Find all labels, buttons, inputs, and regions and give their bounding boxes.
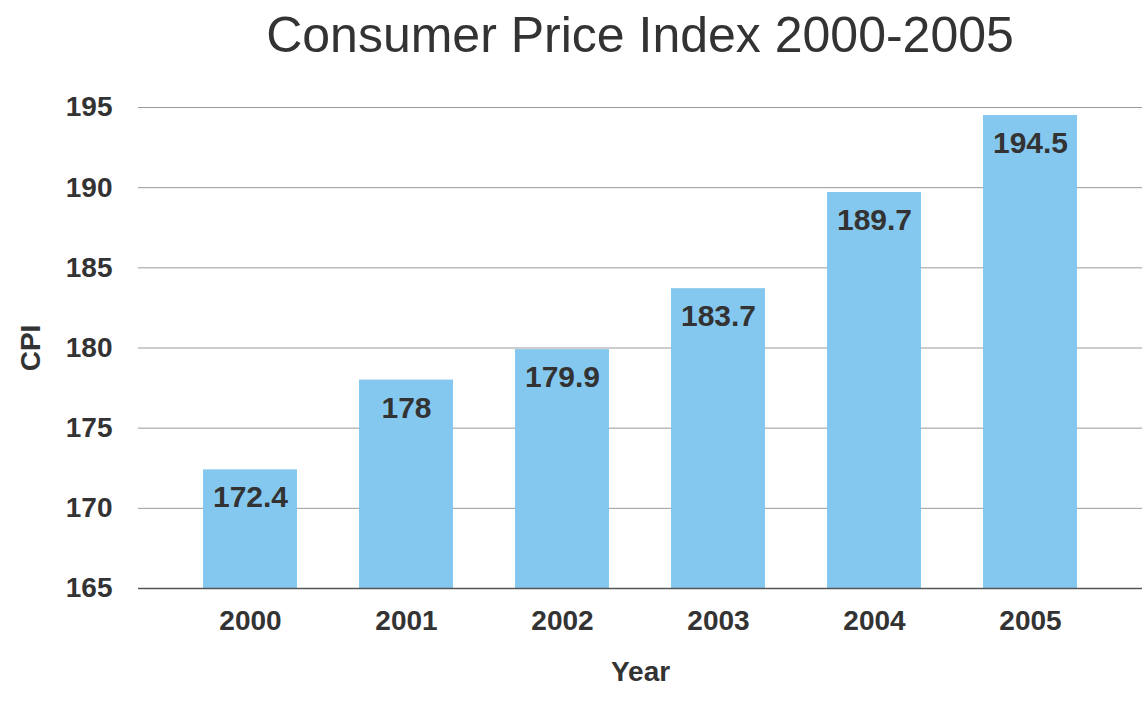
svg-text:2005: 2005 — [999, 605, 1061, 636]
svg-text:172.4: 172.4 — [213, 480, 288, 513]
svg-text:178: 178 — [381, 391, 431, 424]
svg-text:194.5: 194.5 — [993, 126, 1068, 159]
svg-text:185: 185 — [66, 252, 113, 283]
svg-text:195: 195 — [66, 91, 113, 122]
svg-text:2002: 2002 — [531, 605, 593, 636]
svg-text:190: 190 — [66, 172, 113, 203]
svg-text:189.7: 189.7 — [837, 203, 912, 236]
svg-text:180: 180 — [66, 332, 113, 363]
svg-text:170: 170 — [66, 492, 113, 523]
svg-text:165: 165 — [66, 572, 113, 603]
html-text:Consumer Price Index 2000-2005: Consumer Price Index 2000-2005 — [266, 7, 1014, 63]
svg-text:175: 175 — [66, 412, 113, 443]
svg-text:Year: Year — [611, 656, 670, 687]
svg-text:2004: 2004 — [843, 605, 906, 636]
svg-text:2001: 2001 — [375, 605, 437, 636]
svg-text:2000: 2000 — [219, 605, 281, 636]
svg-text:183.7: 183.7 — [681, 299, 756, 332]
svg-text:179.9: 179.9 — [525, 360, 600, 393]
svg-text:2003: 2003 — [687, 605, 749, 636]
svg-text:CPI: CPI — [15, 325, 46, 372]
